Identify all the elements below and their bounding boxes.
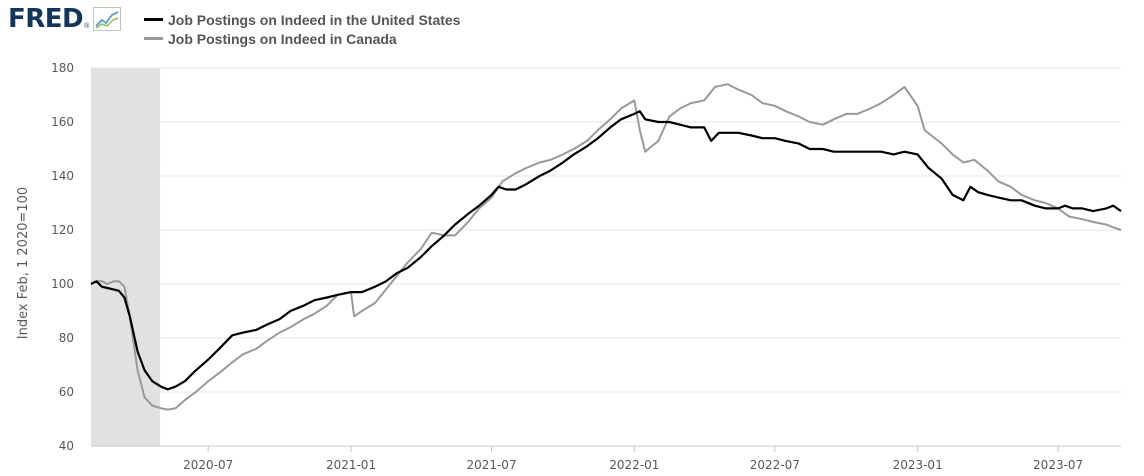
y-tick-label: 180 bbox=[51, 61, 74, 75]
y-tick-label: 60 bbox=[59, 385, 74, 399]
y-tick-label: 140 bbox=[51, 169, 74, 183]
y-axis-label: Index Feb, 1 2020=100 bbox=[16, 187, 31, 339]
grid-lines bbox=[91, 67, 1121, 447]
legend-swatch-canada bbox=[144, 37, 163, 40]
registered-mark: ® bbox=[84, 22, 90, 30]
x-tick-label: 2023-07 bbox=[1033, 458, 1083, 472]
line-chart-icon bbox=[93, 7, 122, 31]
x-tick-label: 2021-07 bbox=[466, 458, 516, 472]
x-axis-ticks: 2020-07 2021-01 2021-07 2022-01 2022-07 2023-… bbox=[183, 446, 1083, 472]
x-tick-label: 2022-07 bbox=[750, 458, 800, 472]
y-tick-label: 100 bbox=[51, 277, 74, 291]
legend-label-us: Job Postings on Indeed in the United Sta… bbox=[168, 11, 461, 28]
y-tick-label: 120 bbox=[51, 223, 74, 237]
x-tick-label: 2022-01 bbox=[609, 458, 659, 472]
y-tick-label: 40 bbox=[59, 439, 74, 453]
legend-swatch-us bbox=[144, 18, 163, 21]
fred-logo[interactable]: FRED ® bbox=[8, 2, 122, 36]
y-tick-label: 80 bbox=[59, 331, 74, 345]
y-axis-ticks: 40 60 80 100 120 140 160 180 bbox=[51, 61, 74, 453]
legend-label-canada: Job Postings on Indeed in Canada bbox=[168, 30, 397, 47]
series-lines bbox=[90, 83, 1122, 411]
legend-item-canada[interactable]: Job Postings on Indeed in Canada bbox=[144, 29, 460, 48]
x-tick-label: 2020-07 bbox=[183, 458, 233, 472]
recession-shading bbox=[91, 68, 161, 446]
series-line-us bbox=[90, 110, 1122, 391]
x-tick-label: 2021-01 bbox=[326, 458, 376, 472]
y-tick-label: 160 bbox=[51, 115, 74, 129]
x-tick-label: 2023-01 bbox=[893, 458, 943, 472]
series-line-canada bbox=[90, 83, 1122, 411]
fred-logo-text: FRED bbox=[8, 4, 84, 34]
legend-item-us[interactable]: Job Postings on Indeed in the United Sta… bbox=[144, 10, 460, 29]
chart-legend: Job Postings on Indeed in the United Sta… bbox=[144, 10, 460, 48]
